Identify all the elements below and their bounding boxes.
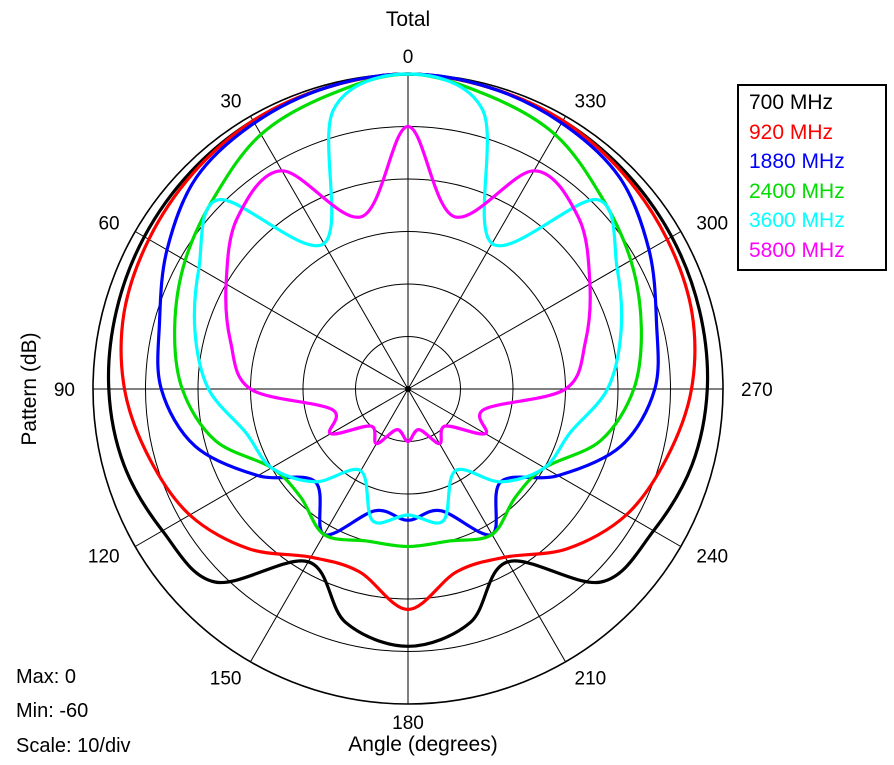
angle-tick-150: 150 [210, 668, 242, 689]
grid-spoke [250, 388, 409, 663]
grid-spoke [407, 231, 682, 390]
max-readout: Max: 0 [16, 666, 77, 688]
x-axis-label: Angle (degrees) [348, 733, 497, 756]
grid-spoke [250, 115, 409, 390]
series-5800-mhz [224, 124, 592, 446]
angle-tick-180: 180 [392, 713, 424, 734]
legend-item-700-mhz: 700 MHz [749, 91, 834, 114]
angle-tick-90: 90 [54, 380, 75, 401]
angle-tick-60: 60 [98, 214, 119, 235]
angle-tick-120: 120 [88, 547, 120, 568]
series-1880-mhz [156, 72, 660, 537]
angle-tick-210: 210 [575, 668, 607, 689]
scale-readout: Scale: 10/div [16, 735, 131, 757]
angle-tick-300: 300 [696, 214, 728, 235]
angle-tick-30: 30 [220, 92, 241, 113]
legend-item-920-mhz: 920 MHz [749, 120, 834, 144]
legend: 700 MHz 920 MHz 1880 MHz 2400 MHz 3600 MHz 58… [737, 84, 887, 271]
chart-title: Total [386, 8, 430, 31]
legend-item-3600-mhz: 3600 MHz [749, 209, 845, 233]
grid-spoke [407, 115, 566, 390]
series-3600-mhz [192, 72, 624, 525]
grid-spoke [407, 388, 566, 663]
angle-tick-270: 270 [741, 380, 773, 401]
legend-item-2400-mhz: 2400 MHz [749, 179, 845, 203]
legend-item-1880-mhz: 1880 MHz [749, 150, 845, 174]
angle-tick-0: 0 [403, 47, 414, 68]
series-920-mhz [119, 72, 697, 612]
angle-tick-240: 240 [696, 547, 728, 568]
series-2400-mhz [173, 72, 643, 549]
y-axis-label: Pattern (dB) [18, 332, 41, 445]
center-dot [405, 386, 411, 392]
angle-tick-labels: 0 30 60 90 120 150 180 210 240 270 300 330 [54, 47, 773, 734]
legend-item-5800-mhz: 5800 MHz [749, 238, 845, 262]
series-traces [106, 72, 710, 648]
min-readout: Min: -60 [16, 700, 89, 722]
series-700-mhz [106, 72, 710, 648]
grid-spoke [134, 231, 409, 390]
angle-tick-330: 330 [575, 92, 607, 113]
